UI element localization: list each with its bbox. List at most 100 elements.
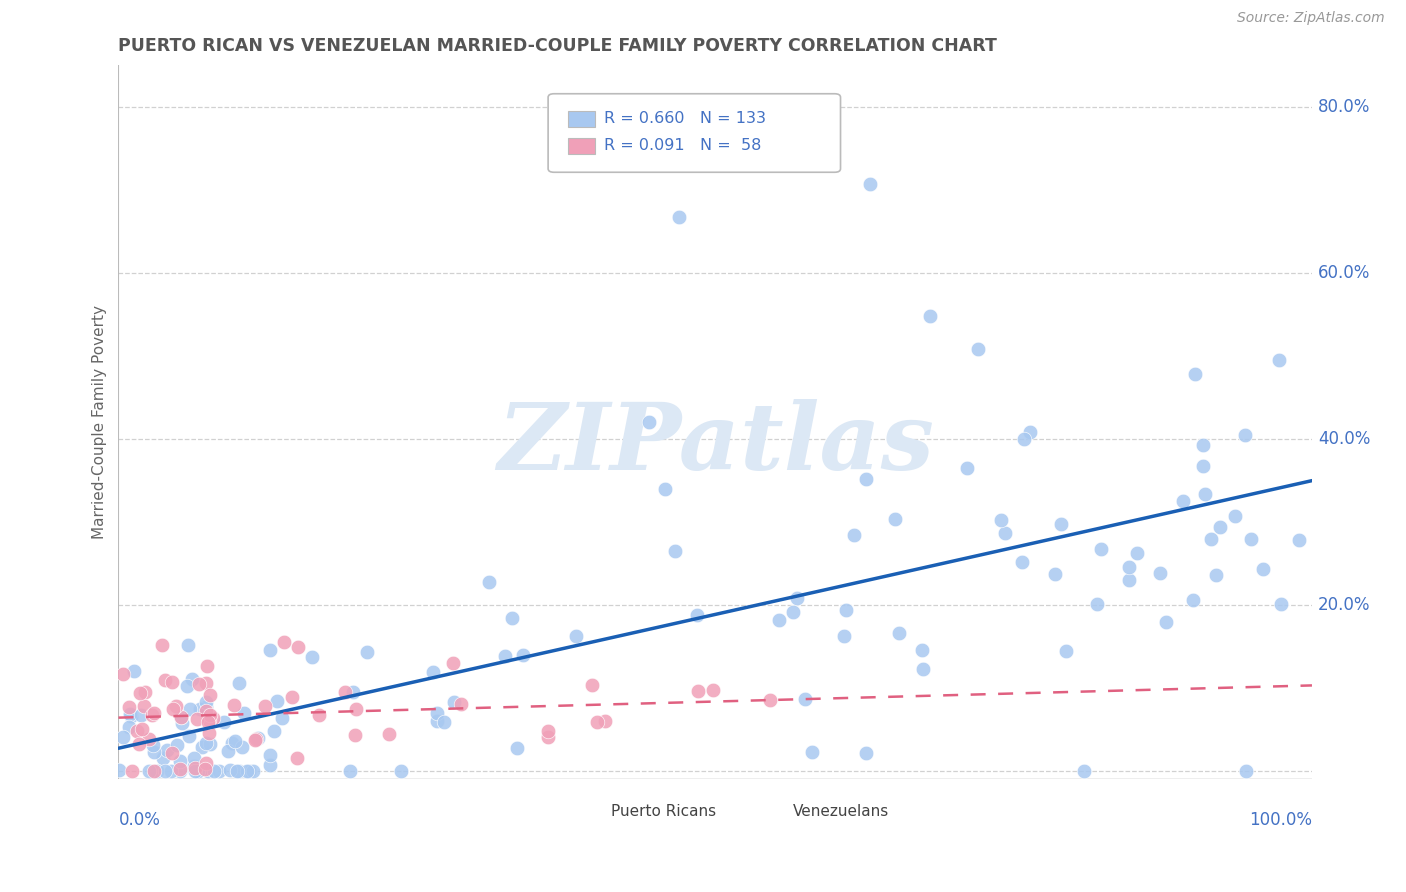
Point bbox=[134, 698, 156, 713]
Point bbox=[118, 700, 141, 714]
Point bbox=[226, 764, 249, 778]
Point bbox=[1073, 764, 1095, 778]
Point bbox=[912, 662, 935, 676]
Point bbox=[378, 727, 401, 741]
Point bbox=[855, 746, 877, 760]
Point bbox=[169, 762, 191, 776]
Point bbox=[142, 706, 165, 721]
Point bbox=[342, 684, 364, 698]
Point bbox=[1181, 593, 1204, 607]
Point bbox=[793, 691, 815, 706]
Point bbox=[245, 732, 267, 747]
Point bbox=[1045, 566, 1067, 581]
Point bbox=[835, 603, 858, 617]
Point bbox=[654, 482, 676, 496]
Point bbox=[195, 659, 218, 673]
Point bbox=[356, 645, 378, 659]
Text: Venezuelans: Venezuelans bbox=[793, 804, 889, 819]
Point bbox=[287, 640, 309, 654]
Point bbox=[166, 738, 188, 752]
Point bbox=[1270, 597, 1292, 611]
Point bbox=[197, 713, 219, 727]
Point bbox=[1184, 367, 1206, 381]
Point bbox=[138, 764, 160, 778]
Point bbox=[107, 763, 129, 777]
Point bbox=[197, 715, 219, 730]
Point bbox=[194, 736, 217, 750]
Point bbox=[253, 699, 276, 714]
Point bbox=[170, 710, 193, 724]
Point bbox=[183, 750, 205, 764]
Point bbox=[426, 714, 449, 728]
Point bbox=[855, 472, 877, 486]
Text: 80.0%: 80.0% bbox=[1317, 98, 1371, 116]
Point bbox=[637, 416, 659, 430]
Point bbox=[194, 704, 217, 718]
Point bbox=[208, 764, 231, 778]
Point bbox=[1192, 459, 1215, 474]
Point bbox=[270, 711, 292, 725]
Point bbox=[1234, 764, 1257, 778]
Point bbox=[183, 759, 205, 773]
Point bbox=[118, 720, 141, 734]
Point bbox=[1118, 560, 1140, 574]
Point bbox=[1054, 643, 1077, 657]
Point bbox=[786, 591, 808, 605]
Point bbox=[172, 715, 194, 730]
Point bbox=[184, 764, 207, 778]
Point bbox=[150, 638, 173, 652]
Point bbox=[231, 739, 253, 754]
Point bbox=[801, 745, 824, 759]
Point bbox=[186, 712, 208, 726]
Point bbox=[194, 700, 217, 714]
Point bbox=[259, 758, 281, 772]
Point bbox=[259, 643, 281, 657]
Point bbox=[198, 737, 221, 751]
Bar bbox=[763, 804, 787, 818]
Point bbox=[586, 715, 609, 730]
Point bbox=[1209, 519, 1232, 533]
Point bbox=[758, 693, 780, 707]
Point bbox=[184, 761, 207, 775]
Point bbox=[433, 714, 456, 729]
Point bbox=[198, 708, 221, 723]
Point bbox=[994, 526, 1017, 541]
Point bbox=[884, 512, 907, 526]
Point bbox=[112, 667, 135, 681]
Point bbox=[160, 674, 183, 689]
Point bbox=[202, 764, 225, 778]
Point bbox=[155, 743, 177, 757]
Text: Source: ZipAtlas.com: Source: ZipAtlas.com bbox=[1237, 11, 1385, 25]
Point bbox=[1050, 516, 1073, 531]
Text: PUERTO RICAN VS VENEZUELAN MARRIED-COUPLE FAMILY POVERTY CORRELATION CHART: PUERTO RICAN VS VENEZUELAN MARRIED-COUPL… bbox=[118, 37, 997, 55]
Point bbox=[125, 723, 148, 738]
Point bbox=[187, 764, 209, 778]
Text: Puerto Ricans: Puerto Ricans bbox=[612, 804, 717, 819]
Point bbox=[859, 177, 882, 191]
Point bbox=[1154, 615, 1177, 630]
Point bbox=[1118, 574, 1140, 588]
Point bbox=[221, 736, 243, 750]
Point bbox=[169, 754, 191, 768]
Point bbox=[1011, 555, 1033, 569]
Point bbox=[1223, 508, 1246, 523]
Point bbox=[301, 650, 323, 665]
Point bbox=[422, 665, 444, 680]
Point bbox=[285, 751, 308, 765]
Point bbox=[441, 656, 464, 670]
Point bbox=[128, 685, 150, 699]
Point bbox=[169, 710, 191, 724]
Point bbox=[1149, 566, 1171, 581]
Point bbox=[142, 738, 165, 752]
Text: 100.0%: 100.0% bbox=[1249, 811, 1312, 830]
Point bbox=[966, 342, 988, 356]
Point bbox=[887, 625, 910, 640]
Text: 40.0%: 40.0% bbox=[1317, 430, 1371, 448]
Point bbox=[134, 685, 156, 699]
Point bbox=[389, 764, 412, 778]
Point bbox=[141, 708, 163, 723]
Point bbox=[232, 706, 254, 721]
Point bbox=[593, 714, 616, 729]
Point bbox=[686, 683, 709, 698]
Point bbox=[782, 605, 804, 619]
